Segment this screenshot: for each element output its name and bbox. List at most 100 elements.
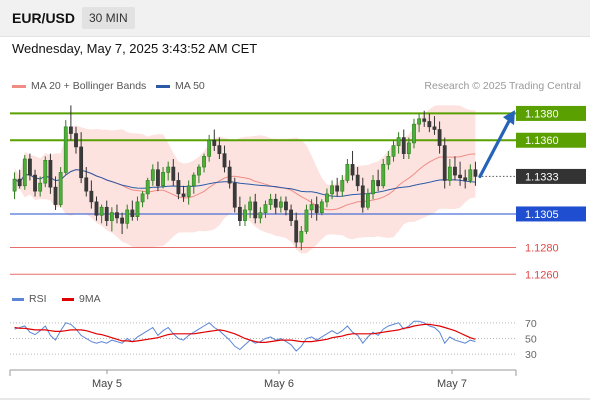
candle-body (156, 169, 160, 187)
candle-body (284, 201, 288, 211)
candle-body (453, 166, 457, 176)
candle-body (299, 231, 304, 243)
candle-body (289, 209, 293, 221)
legend-label-9ma: 9MA (79, 293, 101, 305)
candle-body (325, 193, 329, 203)
candle-body (427, 121, 432, 128)
rsi-tick-label: 50 (525, 334, 537, 346)
candle-body (463, 177, 468, 181)
candle-body (396, 137, 401, 146)
candle-body (171, 166, 176, 181)
candle-body (432, 126, 437, 130)
level-label-text: 1.1380 (525, 108, 559, 120)
candle-body (401, 137, 406, 154)
candle-body (17, 178, 22, 187)
candle-body (58, 172, 63, 205)
candle-body (422, 118, 427, 122)
candle-body (263, 204, 268, 213)
candle-body (447, 166, 452, 181)
candle-body (376, 180, 381, 187)
rsi-series-rsi (14, 320, 476, 352)
candle-body (437, 129, 442, 146)
level-label-box (516, 105, 586, 121)
candle-body (53, 186, 58, 205)
timeframe-badge[interactable]: 30 MIN (82, 7, 135, 29)
rsi-series-9ma (14, 323, 476, 343)
legend-ma50: MA 50 (156, 80, 205, 92)
candle-body (412, 123, 416, 144)
candle-body (99, 206, 104, 216)
legend-label-ma20: MA 20 + Bollinger Bands (31, 80, 147, 92)
candle-body (222, 153, 227, 168)
candle-body (125, 209, 130, 224)
candle-body (84, 177, 89, 192)
candle-body (442, 145, 447, 181)
bollinger-band (14, 105, 476, 254)
ma50-line (14, 169, 476, 197)
legend-swatch-ma20 (12, 84, 26, 88)
candle-body (406, 142, 411, 154)
candle-body (63, 126, 68, 173)
candle-body (371, 180, 375, 195)
level-label-box (516, 206, 586, 222)
candle-body (253, 201, 258, 219)
candle-body (294, 220, 299, 243)
candle-body (273, 198, 278, 208)
candle-body (268, 198, 273, 205)
candle-body (468, 169, 473, 181)
datetime-label: Wednesday, May 7, 2025 3:43:52 AM CET (12, 41, 258, 56)
candle-body (319, 201, 324, 213)
candle-body (145, 180, 150, 195)
candle-body (232, 182, 237, 208)
x-tick-label: May 6 (264, 378, 294, 390)
candle-body (191, 174, 196, 187)
header-bar: EUR/USD 30 MIN (0, 0, 590, 37)
candle-body (38, 182, 43, 192)
level-label-1.1360: 1.1360 (516, 132, 586, 148)
candle-body (258, 212, 263, 219)
legend-swatch-rsi (12, 297, 24, 301)
candle-body (89, 190, 94, 203)
candle-body (140, 193, 145, 203)
candle-body (186, 185, 191, 197)
legend-9ma: 9MA (62, 293, 101, 305)
candle-body (458, 174, 462, 179)
candle-body (355, 174, 360, 187)
symbol-title: EUR/USD (12, 10, 76, 26)
level-label-1.1280: 1.1280 (525, 242, 559, 254)
forecast-arrow-shaft (478, 119, 511, 179)
candle-body (335, 185, 340, 192)
candle-body (197, 166, 201, 176)
level-label-text: 1.1280 (525, 242, 559, 254)
level-label-text: 1.1360 (525, 135, 559, 147)
candle-body (243, 209, 247, 221)
candle-body (314, 204, 319, 213)
candle-body (278, 201, 283, 208)
candle-body (135, 201, 140, 217)
candle-body (386, 156, 391, 165)
candle-body (22, 158, 27, 187)
legend-label-rsi: RSI (29, 293, 47, 305)
candle-body (391, 145, 396, 157)
legend-rsi: RSI (12, 293, 47, 305)
candle-body (350, 164, 355, 176)
candle-body (74, 133, 78, 148)
level-label-1.1305: 1.1305 (516, 206, 586, 222)
legend-swatch-9ma (62, 297, 74, 301)
x-tick-label: May 5 (92, 378, 122, 390)
candle-body (115, 212, 119, 219)
candle-body (79, 146, 84, 179)
legend-swatch-ma50 (156, 84, 170, 88)
candle-body (345, 164, 350, 181)
candle-body (330, 185, 334, 195)
candle-body (217, 145, 222, 154)
candle-body (340, 180, 345, 192)
rsi-tick-label: 70 (525, 318, 537, 330)
candle-body (68, 126, 73, 134)
candle-body (473, 169, 478, 177)
candle-body (417, 118, 422, 125)
candle-body (309, 204, 314, 211)
bottom-border (0, 398, 590, 400)
candle-body (28, 158, 32, 176)
